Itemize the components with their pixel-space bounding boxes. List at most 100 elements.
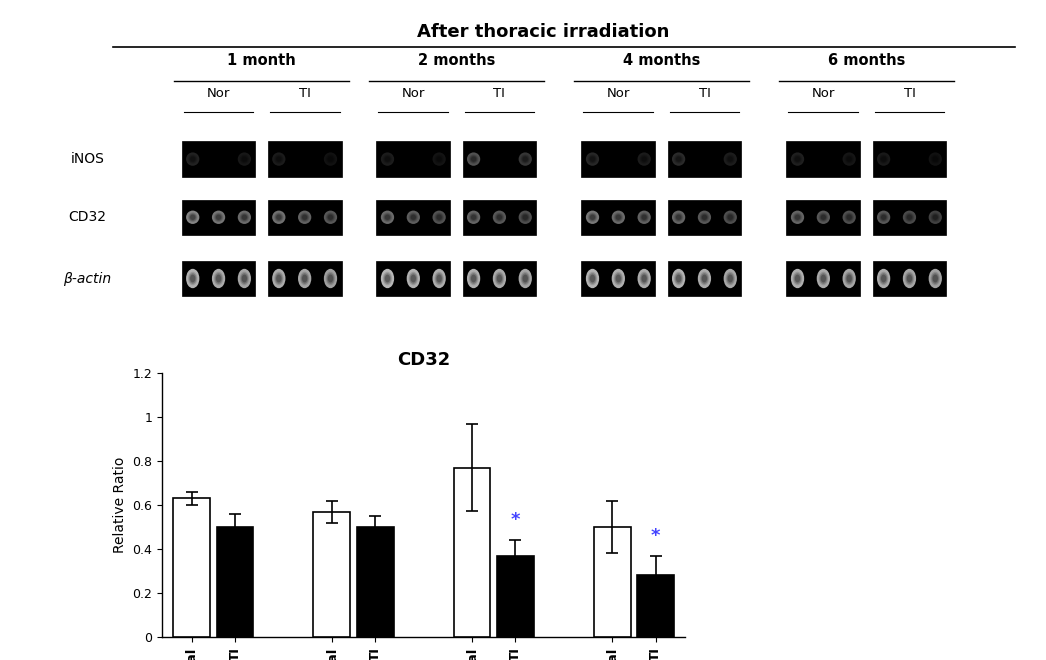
Ellipse shape: [520, 153, 531, 165]
Ellipse shape: [468, 153, 479, 165]
Ellipse shape: [301, 214, 309, 221]
Ellipse shape: [905, 213, 914, 222]
Ellipse shape: [795, 156, 800, 162]
Ellipse shape: [589, 214, 596, 221]
Ellipse shape: [590, 214, 595, 220]
Ellipse shape: [821, 214, 826, 220]
Ellipse shape: [409, 272, 418, 285]
Bar: [594, 527, 631, 637]
Ellipse shape: [877, 211, 890, 224]
Ellipse shape: [381, 152, 394, 166]
Ellipse shape: [590, 275, 595, 282]
Ellipse shape: [407, 269, 419, 288]
Ellipse shape: [186, 152, 200, 166]
Ellipse shape: [212, 211, 225, 224]
Text: 6 months: 6 months: [827, 53, 905, 69]
Ellipse shape: [929, 152, 942, 166]
Ellipse shape: [188, 154, 198, 164]
Ellipse shape: [435, 214, 442, 221]
Bar: [268, 141, 342, 177]
Ellipse shape: [795, 214, 800, 220]
Ellipse shape: [242, 275, 247, 282]
Ellipse shape: [241, 273, 248, 284]
Ellipse shape: [905, 272, 914, 285]
Ellipse shape: [409, 213, 418, 222]
Ellipse shape: [637, 269, 651, 288]
Ellipse shape: [879, 213, 888, 222]
Ellipse shape: [520, 212, 531, 223]
Ellipse shape: [932, 273, 939, 284]
Ellipse shape: [326, 273, 334, 284]
Ellipse shape: [817, 211, 829, 224]
Ellipse shape: [411, 214, 416, 220]
Ellipse shape: [324, 269, 337, 288]
Bar: [462, 141, 537, 177]
Text: iNOS: iNOS: [70, 152, 105, 166]
Ellipse shape: [843, 212, 855, 223]
Ellipse shape: [586, 269, 599, 288]
Ellipse shape: [381, 211, 394, 224]
Ellipse shape: [791, 269, 804, 288]
Ellipse shape: [877, 152, 890, 166]
Text: *: *: [510, 511, 520, 529]
Ellipse shape: [273, 153, 285, 165]
Ellipse shape: [612, 269, 624, 288]
Ellipse shape: [274, 154, 283, 164]
Ellipse shape: [238, 212, 250, 223]
Ellipse shape: [843, 271, 855, 286]
Ellipse shape: [588, 272, 597, 285]
Ellipse shape: [520, 271, 531, 286]
Ellipse shape: [327, 275, 333, 282]
Ellipse shape: [878, 153, 889, 165]
Ellipse shape: [276, 275, 281, 282]
Ellipse shape: [436, 275, 441, 282]
Ellipse shape: [325, 271, 336, 286]
Ellipse shape: [702, 275, 707, 282]
Ellipse shape: [523, 156, 528, 162]
Ellipse shape: [794, 155, 801, 163]
Ellipse shape: [930, 153, 941, 165]
Ellipse shape: [408, 212, 419, 223]
Ellipse shape: [302, 275, 308, 282]
Ellipse shape: [726, 213, 735, 222]
Ellipse shape: [298, 211, 312, 224]
Ellipse shape: [493, 211, 506, 224]
Ellipse shape: [728, 214, 733, 220]
Ellipse shape: [844, 272, 854, 285]
Ellipse shape: [407, 211, 419, 224]
Ellipse shape: [189, 214, 197, 221]
Ellipse shape: [819, 213, 828, 222]
Ellipse shape: [792, 271, 803, 286]
Ellipse shape: [587, 212, 598, 223]
Text: CD32: CD32: [68, 211, 107, 224]
Ellipse shape: [237, 152, 251, 166]
Ellipse shape: [215, 275, 221, 282]
Ellipse shape: [436, 214, 441, 220]
Ellipse shape: [878, 271, 889, 286]
Ellipse shape: [385, 275, 390, 282]
Ellipse shape: [932, 214, 939, 221]
Ellipse shape: [190, 156, 196, 162]
Text: Nor: Nor: [812, 87, 835, 100]
Bar: [182, 141, 255, 177]
Ellipse shape: [931, 154, 940, 164]
Ellipse shape: [468, 212, 479, 223]
Ellipse shape: [411, 275, 416, 282]
Text: 4 months: 4 months: [622, 53, 700, 69]
Ellipse shape: [187, 271, 199, 286]
Ellipse shape: [274, 213, 283, 222]
Ellipse shape: [881, 156, 886, 162]
Ellipse shape: [326, 214, 334, 221]
Bar: [182, 261, 255, 296]
Title: CD32: CD32: [397, 350, 450, 368]
Bar: [268, 261, 342, 296]
Bar: [217, 527, 253, 637]
Ellipse shape: [493, 269, 506, 288]
Ellipse shape: [932, 155, 939, 163]
Ellipse shape: [471, 275, 476, 282]
Ellipse shape: [382, 212, 393, 223]
Ellipse shape: [326, 154, 335, 164]
Y-axis label: Relative Ratio: Relative Ratio: [113, 457, 127, 553]
Ellipse shape: [640, 155, 647, 163]
Ellipse shape: [879, 272, 888, 285]
